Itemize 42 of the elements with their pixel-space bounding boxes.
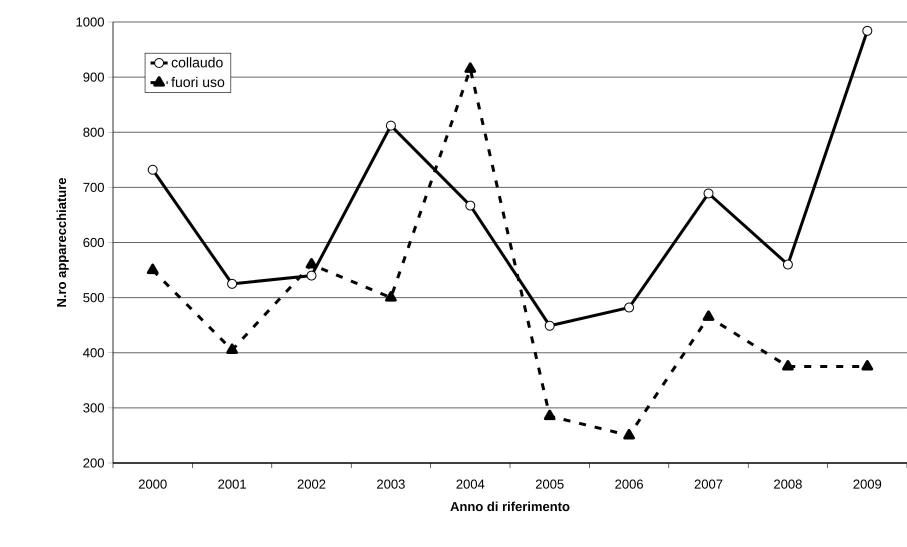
x-tick-label: 2000	[138, 480, 167, 489]
y-axis-title: N.ro apparecchiature	[56, 178, 69, 307]
y-tick-label: 900	[83, 72, 104, 82]
point	[623, 428, 635, 440]
x-axis-title: Anno di riferimento	[450, 502, 570, 512]
point	[782, 360, 794, 371]
point	[226, 344, 238, 354]
point	[227, 278, 238, 289]
point	[782, 260, 793, 270]
point	[306, 270, 317, 281]
point	[862, 26, 872, 36]
legend-label: fuori uso	[171, 76, 224, 88]
point	[148, 164, 158, 175]
point	[306, 258, 318, 269]
point	[861, 360, 874, 371]
x-tick-label: 2008	[774, 480, 802, 489]
y-tick-label: 200	[83, 458, 104, 468]
point	[385, 291, 397, 302]
y-tick-label: 800	[83, 128, 104, 137]
point	[624, 302, 634, 313]
x-tick-label: 2003	[377, 480, 405, 489]
point	[702, 310, 714, 321]
x-tick-label: 2006	[615, 480, 643, 489]
y-tick-label: 700	[83, 182, 104, 192]
y-tick-label: 400	[83, 348, 104, 358]
y-tick-label: 1000	[76, 17, 104, 27]
point	[146, 264, 159, 274]
point	[386, 120, 396, 131]
point	[544, 410, 556, 420]
y-tick-label: 300	[83, 403, 104, 412]
x-tick-label: 2007	[694, 480, 722, 489]
x-tick-label: 2005	[536, 480, 564, 489]
point	[704, 188, 714, 198]
legend-label: collaudo	[172, 57, 223, 68]
x-tick-label: 2002	[298, 480, 326, 489]
point	[544, 320, 555, 331]
x-tick-label: 2009	[854, 480, 882, 489]
x-tick-label: 2004	[456, 480, 484, 489]
x-tick-label: 2001	[218, 480, 246, 489]
y-tick-label: 500	[83, 293, 104, 302]
y-tick-label: 600	[83, 238, 104, 248]
point	[465, 200, 476, 211]
